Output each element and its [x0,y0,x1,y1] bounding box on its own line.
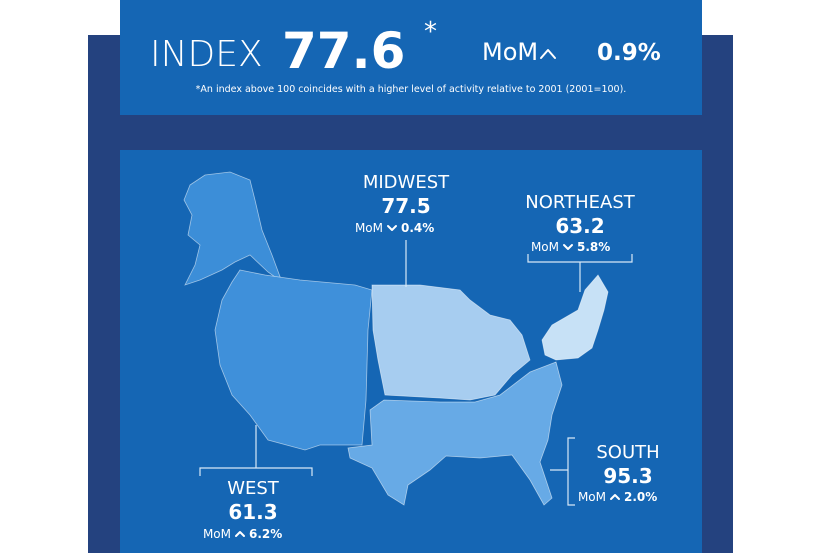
region-index: 61.3 [228,500,277,524]
up-caret [610,494,620,500]
region-mom-change: 6.2% [249,527,282,541]
region-mom-change: 5.8% [577,240,610,254]
header-panel [120,0,702,115]
index-label: INDEX [150,34,263,75]
region-mom-label: MoM [203,527,231,541]
region-index: 77.5 [381,194,430,218]
region-mom-label: MoM [531,240,559,254]
index-asterisk: * [424,17,437,47]
alaska [183,171,283,286]
mom-change: 0.9% [597,40,661,66]
region-mom-change: 2.0% [624,490,657,504]
down-caret [563,244,573,250]
region-name: MIDWEST [363,172,450,193]
up-caret [540,49,556,59]
region-mom-change: 0.4% [401,221,434,235]
west-region [214,269,373,451]
up-caret [235,531,245,537]
region-name: NORTHEAST [525,192,635,213]
region-name: WEST [227,478,280,499]
us-map [183,171,609,506]
index-value: 77.6 [282,22,405,80]
region-index: 95.3 [603,464,652,488]
region-mom-label: MoM [578,490,606,504]
region-mom-label: MoM [355,221,383,235]
region-name: SOUTH [596,442,659,463]
region-index: 63.2 [555,214,604,238]
mom-label: MoM [482,38,538,66]
midwest-region [371,284,531,401]
south-bracket [567,437,575,506]
south-region [347,361,563,506]
footnote: *An index above 100 coincides with a hig… [196,84,627,95]
northeast-region [541,274,609,361]
down-caret [387,225,397,231]
